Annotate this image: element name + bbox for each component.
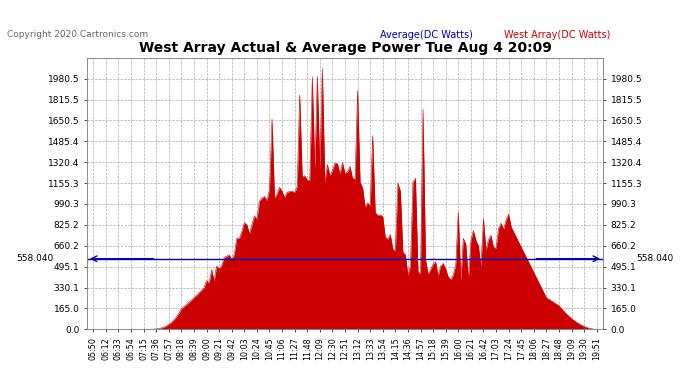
Text: West Array(DC Watts): West Array(DC Watts)	[504, 30, 610, 40]
Text: Copyright 2020 Cartronics.com: Copyright 2020 Cartronics.com	[7, 30, 148, 39]
Text: 558.040: 558.040	[17, 254, 53, 263]
Text: Average(DC Watts): Average(DC Watts)	[380, 30, 473, 40]
Title: West Array Actual & Average Power Tue Aug 4 20:09: West Array Actual & Average Power Tue Au…	[139, 41, 551, 55]
Text: 558.040: 558.040	[637, 254, 673, 263]
